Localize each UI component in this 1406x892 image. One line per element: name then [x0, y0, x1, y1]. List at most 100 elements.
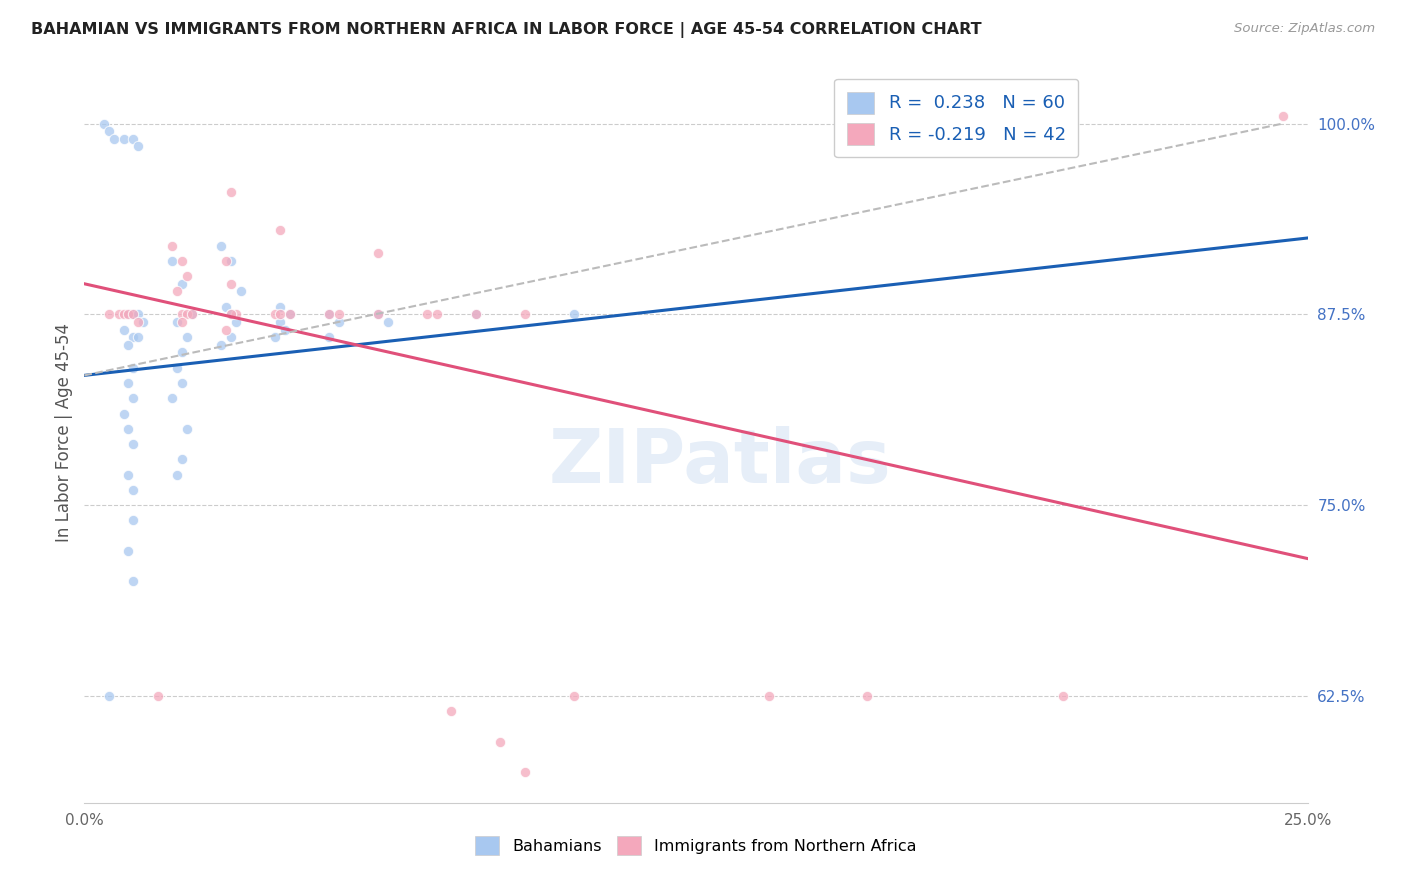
Point	[162, 391, 184, 405]
Point	[219, 307, 242, 321]
Point	[122, 360, 145, 375]
Point	[93, 116, 115, 130]
Point	[278, 307, 301, 321]
Point	[416, 307, 439, 321]
Point	[117, 376, 139, 390]
Point	[176, 330, 198, 344]
Point	[318, 330, 340, 344]
Point	[209, 338, 232, 352]
Point	[367, 307, 389, 321]
Point	[112, 322, 135, 336]
Point	[181, 307, 204, 321]
Point	[166, 467, 188, 482]
Point	[209, 238, 232, 252]
Point	[269, 223, 291, 237]
Point	[215, 322, 238, 336]
Point	[219, 185, 242, 199]
Point	[176, 307, 198, 321]
Point	[464, 307, 486, 321]
Point	[562, 689, 585, 703]
Point	[127, 330, 149, 344]
Point	[464, 307, 486, 321]
Point	[166, 285, 188, 299]
Point	[367, 307, 389, 321]
Point	[117, 422, 139, 436]
Point	[122, 574, 145, 589]
Point	[117, 307, 139, 321]
Point	[1052, 689, 1074, 703]
Point	[513, 765, 536, 780]
Point	[172, 277, 194, 291]
Point	[562, 307, 585, 321]
Point	[328, 307, 350, 321]
Point	[97, 307, 120, 321]
Point	[328, 315, 350, 329]
Point	[97, 689, 120, 703]
Point	[215, 300, 238, 314]
Point	[122, 132, 145, 146]
Point	[172, 452, 194, 467]
Point	[426, 307, 449, 321]
Point	[269, 307, 291, 321]
Point	[318, 307, 340, 321]
Point	[107, 307, 129, 321]
Point	[172, 315, 194, 329]
Text: BAHAMIAN VS IMMIGRANTS FROM NORTHERN AFRICA IN LABOR FORCE | AGE 45-54 CORRELATI: BAHAMIAN VS IMMIGRANTS FROM NORTHERN AFR…	[31, 22, 981, 38]
Point	[1272, 109, 1295, 123]
Point	[758, 689, 780, 703]
Point	[127, 139, 149, 153]
Point	[264, 330, 287, 344]
Point	[166, 315, 188, 329]
Point	[146, 689, 169, 703]
Point	[122, 391, 145, 405]
Point	[117, 307, 139, 321]
Point	[162, 238, 184, 252]
Point	[172, 307, 194, 321]
Text: ZIPatlas: ZIPatlas	[550, 425, 891, 499]
Legend: Bahamians, Immigrants from Northern Africa: Bahamians, Immigrants from Northern Afri…	[468, 830, 924, 862]
Point	[103, 132, 125, 146]
Point	[162, 253, 184, 268]
Point	[269, 315, 291, 329]
Point	[122, 307, 145, 321]
Y-axis label: In Labor Force | Age 45-54: In Labor Force | Age 45-54	[55, 323, 73, 542]
Point	[112, 132, 135, 146]
Point	[367, 246, 389, 260]
Point	[489, 735, 512, 749]
Point	[440, 704, 463, 718]
Point	[166, 360, 188, 375]
Point	[215, 253, 238, 268]
Point	[225, 307, 247, 321]
Point	[122, 437, 145, 451]
Point	[112, 407, 135, 421]
Point	[122, 483, 145, 497]
Point	[132, 315, 155, 329]
Point	[318, 307, 340, 321]
Point	[269, 300, 291, 314]
Point	[856, 689, 879, 703]
Point	[229, 285, 252, 299]
Point	[172, 345, 194, 359]
Text: Source: ZipAtlas.com: Source: ZipAtlas.com	[1234, 22, 1375, 36]
Point	[264, 307, 287, 321]
Point	[513, 307, 536, 321]
Point	[117, 544, 139, 558]
Point	[117, 467, 139, 482]
Point	[225, 315, 247, 329]
Point	[181, 307, 204, 321]
Point	[219, 307, 242, 321]
Point	[97, 124, 120, 138]
Point	[377, 315, 399, 329]
Point	[122, 330, 145, 344]
Point	[274, 322, 297, 336]
Point	[127, 307, 149, 321]
Point	[117, 338, 139, 352]
Point	[172, 253, 194, 268]
Point	[176, 269, 198, 284]
Point	[278, 307, 301, 321]
Point	[127, 315, 149, 329]
Point	[172, 376, 194, 390]
Point	[219, 277, 242, 291]
Point	[122, 307, 145, 321]
Point	[219, 253, 242, 268]
